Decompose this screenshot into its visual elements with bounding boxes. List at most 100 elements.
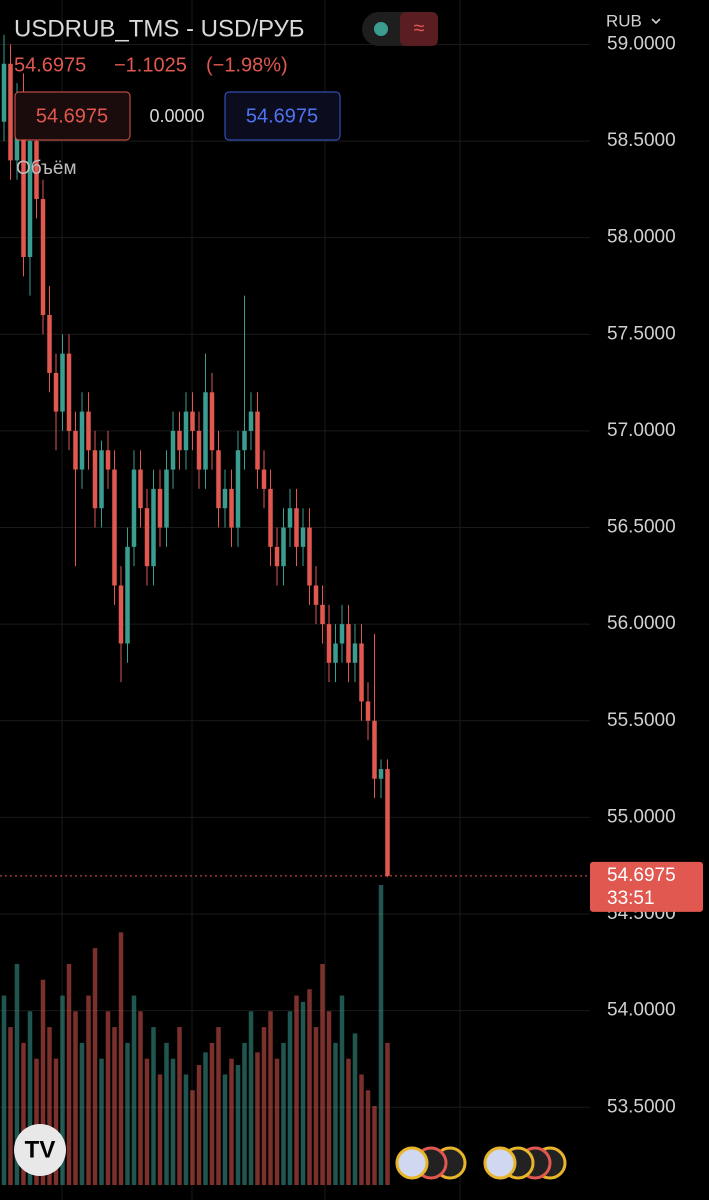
volume-bar [294,995,299,1185]
candle-body [281,527,286,567]
candle-body [255,411,260,470]
y-tick-label: 56.0000 [607,613,676,634]
candle-body [118,585,124,644]
volume-bar [53,1058,59,1185]
y-tick-label: 57.5000 [607,323,676,344]
tv-logo[interactable] [14,1124,66,1176]
volume-bar [339,995,345,1185]
volume-bar [99,1058,104,1185]
candle-body [183,411,189,451]
volume-bar [170,1058,176,1185]
volume-bar [281,1042,286,1185]
volume-bar [255,1052,260,1185]
y-tick-label: 57.0000 [607,420,676,441]
volume-bar [125,1042,130,1185]
volume-bar [34,1058,39,1185]
candle-body [53,372,59,412]
last-price-tag-value: 54.6975 [607,865,676,886]
event-icon[interactable] [395,1146,429,1180]
volume-bar [66,963,72,1185]
volume-bar [118,932,124,1185]
box-right-value: 54.6975 [246,105,318,127]
countdown: 33:51 [607,888,655,909]
volume-bar [105,1011,111,1185]
box-left-value: 54.6975 [36,105,108,127]
volume-bar [307,989,312,1185]
box-left [14,91,131,141]
candle-body [73,430,78,470]
volume-bar [365,1090,371,1185]
candle-body [248,411,254,431]
status-dot [374,22,388,36]
candle-body [40,199,46,315]
candle-body [99,450,104,509]
volume-bar [242,1042,247,1185]
volume-label: Объём [16,158,77,179]
volume-bar [248,1011,254,1185]
candle-body [287,508,293,528]
candle-body [333,643,338,663]
currency[interactable]: RUB [606,11,642,30]
y-tick-label: 58.5000 [607,130,676,151]
candle-body [196,430,202,470]
volume-bar [359,1074,364,1185]
volume-bar [8,1027,13,1185]
volume-bar [326,1011,332,1185]
candle-body [313,585,319,605]
candle-body [144,508,150,567]
volume-bar [196,1065,202,1185]
candle-body [242,430,247,451]
tv-logo-mark: TV [25,1136,56,1163]
title: USDRUB_TMS - USD/РУБ [14,15,305,42]
candle-body [21,102,26,258]
volume-bar [151,1027,156,1185]
y-tick-label: 54.0000 [607,1000,676,1021]
candle-body [209,392,215,451]
candle-body [294,508,299,547]
volume-bar [14,963,20,1185]
y-tick-label: 59.0000 [607,33,676,54]
volume-bar [92,948,98,1185]
candle-body [131,469,137,547]
volume-bar [320,963,325,1185]
volume-bar [274,1058,280,1185]
candle-body [86,411,91,451]
y-tick-label: 55.0000 [607,806,676,827]
volume-bar [333,1042,338,1185]
candle-body [235,450,241,528]
y-tick-label: 55.5000 [607,710,676,731]
candle-body [359,643,364,702]
volume-bar [352,1033,358,1185]
volume-bar [203,1052,208,1185]
candle-body [365,701,371,721]
volume-bar [112,1027,117,1185]
candle-body [352,643,358,663]
volume-bar [229,1058,234,1185]
candle-body [170,430,176,470]
candle-body [372,720,377,779]
candle-body [268,488,273,547]
candle-body [157,488,163,528]
candle-body [326,624,332,663]
delay-badge [400,12,438,46]
volume-bar [287,1011,293,1185]
volume-bar [372,1106,377,1185]
volume-bar [222,1074,228,1185]
volume-layer [1,885,390,1185]
volume-bar [47,1027,52,1185]
event-icon[interactable] [483,1146,517,1180]
candle-body [79,411,85,470]
volume-bar [21,1042,26,1185]
volume-bar [27,1011,33,1185]
price-change: −1.1025 [114,54,187,76]
candle-body [151,488,156,567]
candle-body [92,450,98,509]
currency-chevron [651,18,661,25]
candle-body [346,624,351,663]
candle-body [378,769,384,779]
candle-body [47,314,52,373]
y-tick-label: 58.0000 [607,227,676,248]
candle-body [203,392,208,470]
